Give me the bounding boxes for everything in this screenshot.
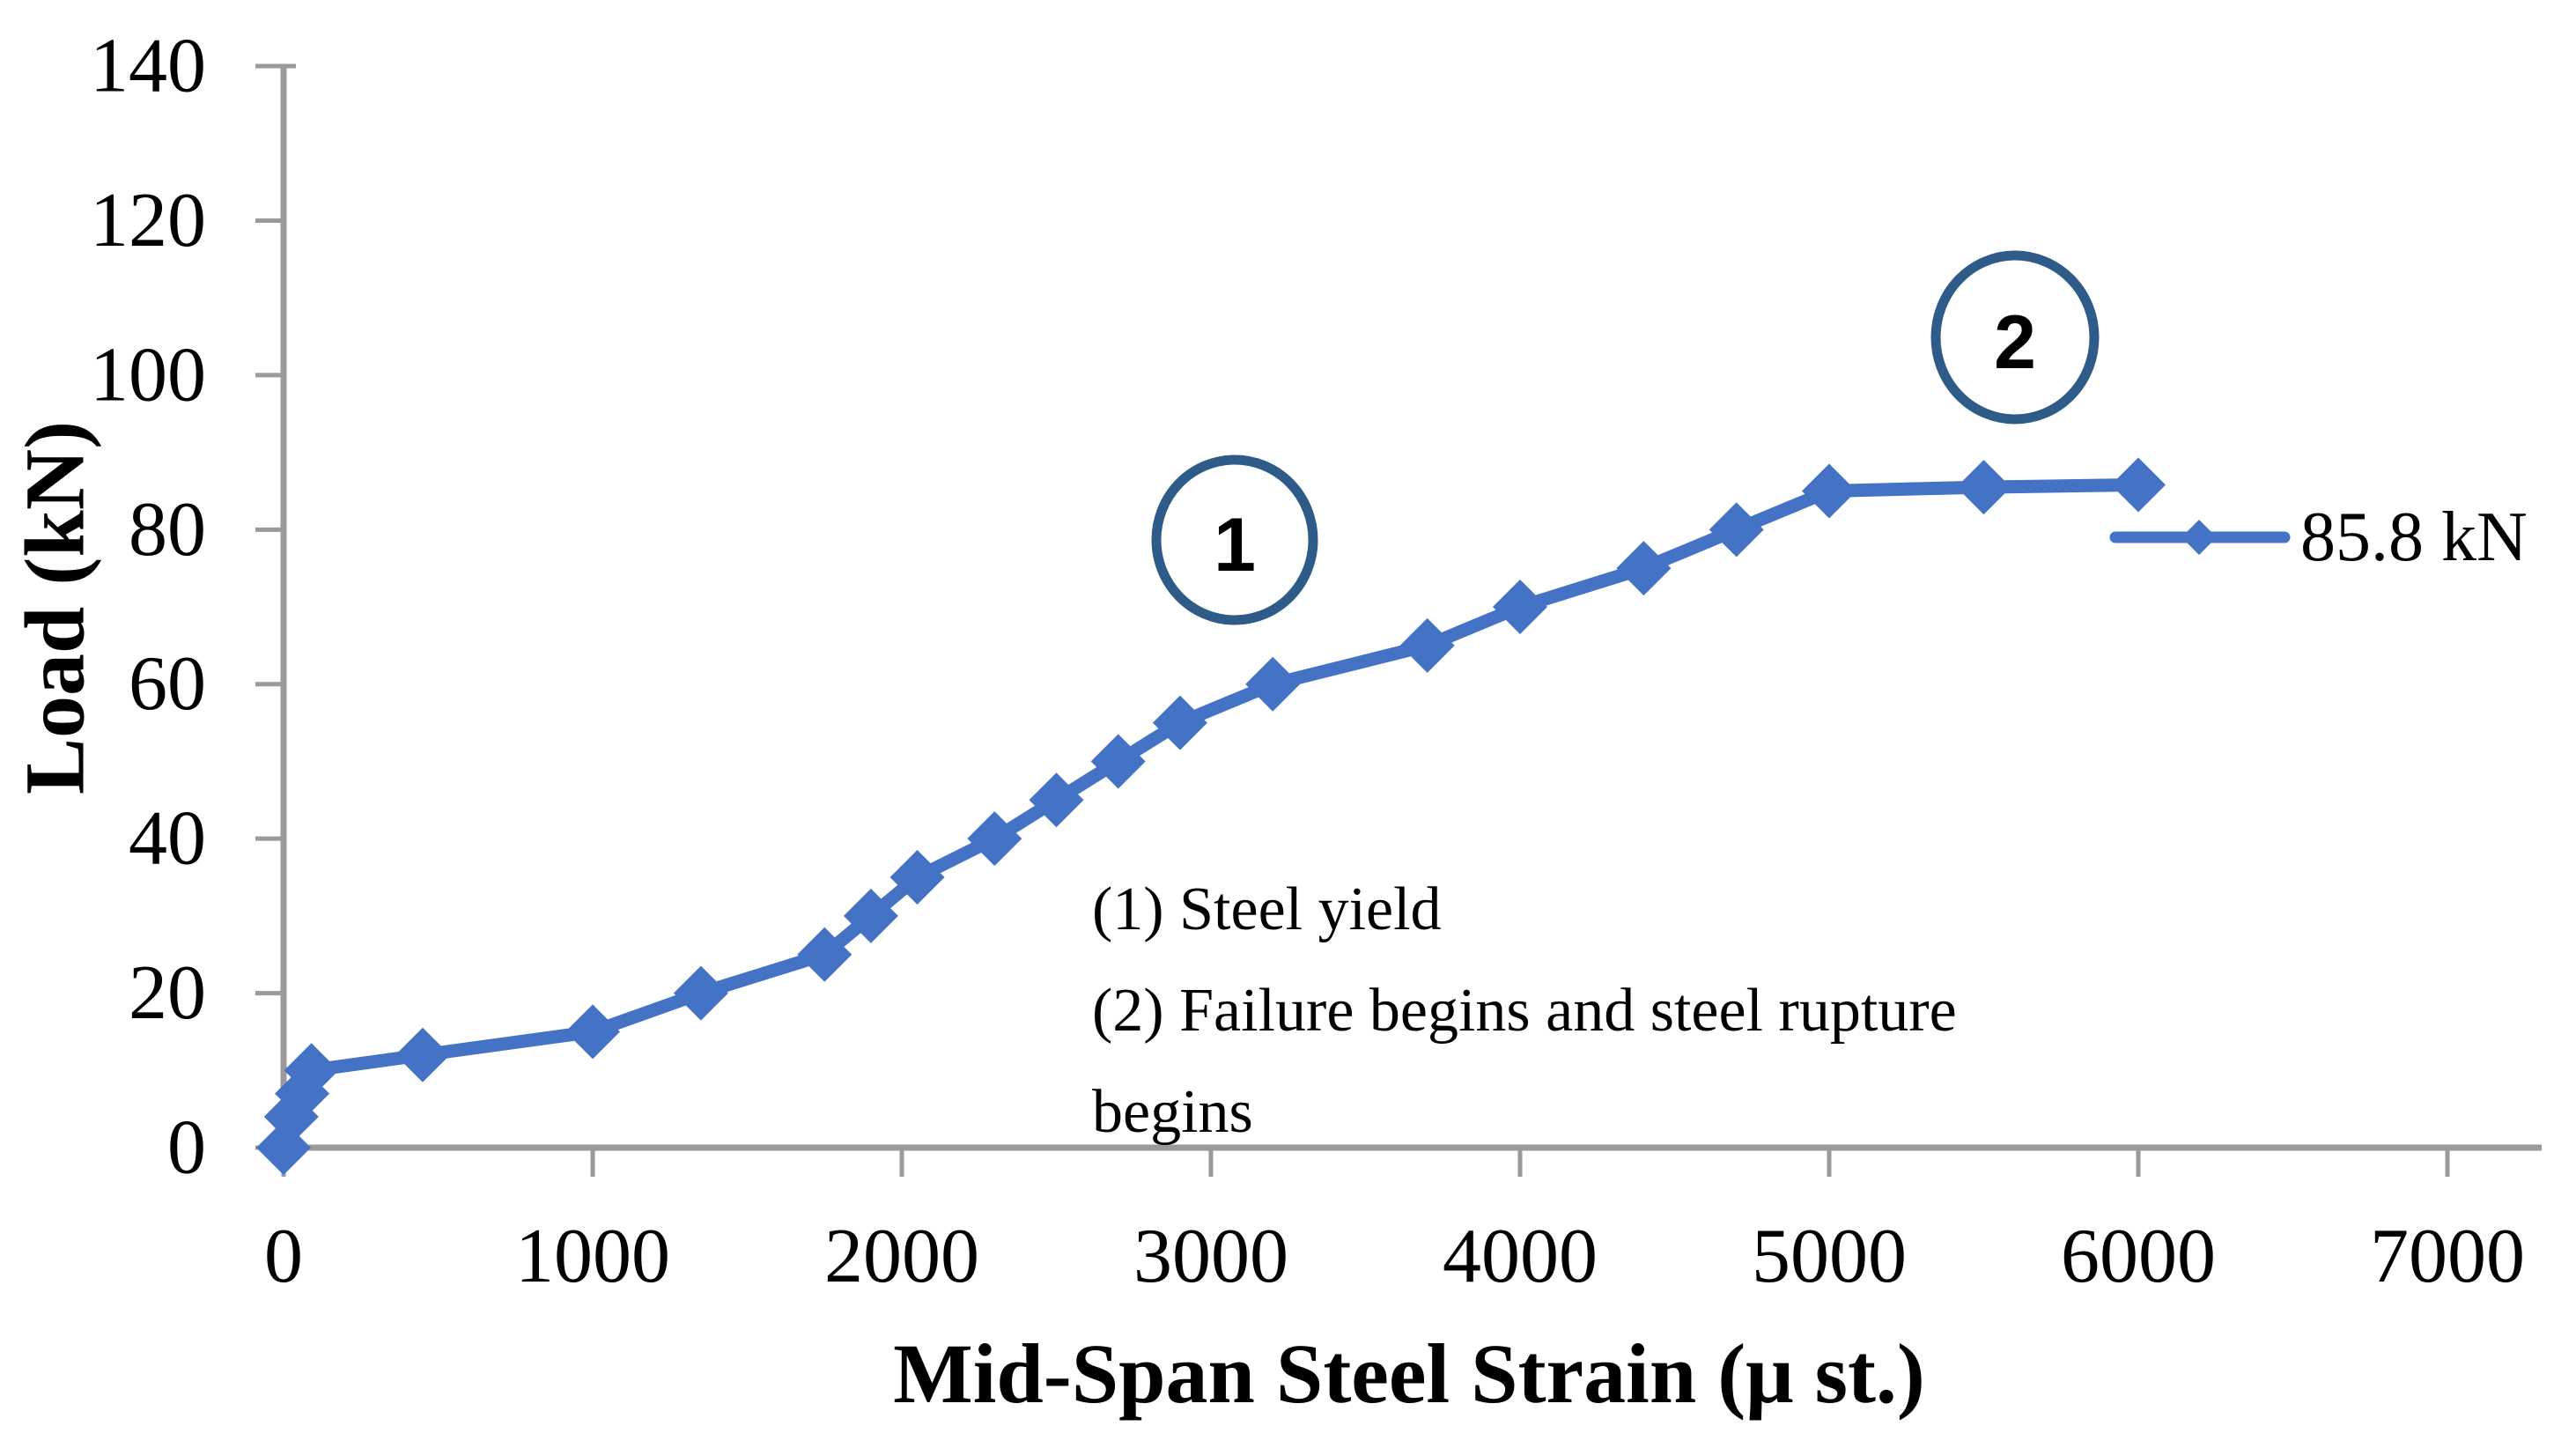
- y-tick-label: 0: [167, 1105, 206, 1191]
- y-tick-label: 140: [90, 24, 206, 109]
- data-marker: [395, 1027, 450, 1082]
- data-marker: [889, 850, 945, 905]
- x-tick-label: 0: [264, 1214, 303, 1299]
- data-marker: [284, 1043, 339, 1098]
- data-line: [277, 477, 2145, 1155]
- x-tick-label: 5000: [1752, 1214, 1907, 1299]
- y-tick-label: 120: [90, 178, 206, 263]
- x-tick-label: 4000: [1443, 1214, 1598, 1299]
- legend-marker: [2181, 520, 2217, 555]
- annotation-number-2: 2: [1994, 300, 2036, 385]
- data-marker: [1029, 772, 1084, 828]
- x-tick-label: 7000: [2370, 1214, 2525, 1299]
- annotation-number-1: 1: [1214, 503, 1256, 587]
- annotation-text-line-1: (1) Steel yield: [1092, 875, 1442, 943]
- x-tick-label: 2000: [824, 1214, 979, 1299]
- data-marker: [967, 811, 1022, 867]
- x-tick-label: 6000: [2061, 1214, 2216, 1299]
- data-marker: [1090, 734, 1146, 789]
- data-marker: [1802, 463, 1856, 519]
- annotation-circle-1: [1151, 454, 1318, 625]
- annotation-text-line-2: (2) Failure begins and steel rupture: [1092, 977, 1957, 1045]
- data-marker: [1493, 580, 1547, 635]
- data-marker: [1616, 541, 1672, 596]
- data-marker: [1399, 617, 1455, 673]
- data-marker: [1709, 502, 1764, 558]
- y-axis-title: Load (kN): [8, 421, 102, 794]
- data-marker: [565, 1004, 620, 1060]
- data-marker: [2111, 457, 2166, 513]
- y-tick-label: 80: [129, 487, 206, 573]
- y-tick-label: 40: [129, 796, 206, 882]
- data-marker: [1245, 656, 1301, 712]
- data-marker: [1152, 695, 1207, 750]
- data-marker: [673, 965, 728, 1021]
- data-marker: [843, 888, 898, 943]
- x-axis-title: Mid-Span Steel Strain (μ st.): [893, 1326, 1925, 1421]
- data-marker: [1956, 460, 2011, 515]
- y-tick-label: 60: [129, 641, 206, 727]
- data-marker: [797, 927, 853, 982]
- annotation-text-line-3: begins: [1092, 1078, 1253, 1146]
- annotation-circle-2: [1930, 250, 2100, 425]
- x-tick-label: 1000: [515, 1214, 670, 1299]
- x-tick-label: 3000: [1133, 1214, 1288, 1299]
- y-tick-label: 20: [129, 950, 206, 1036]
- legend-label: 85.8 kN: [2300, 499, 2528, 576]
- y-tick-label: 100: [90, 332, 206, 417]
